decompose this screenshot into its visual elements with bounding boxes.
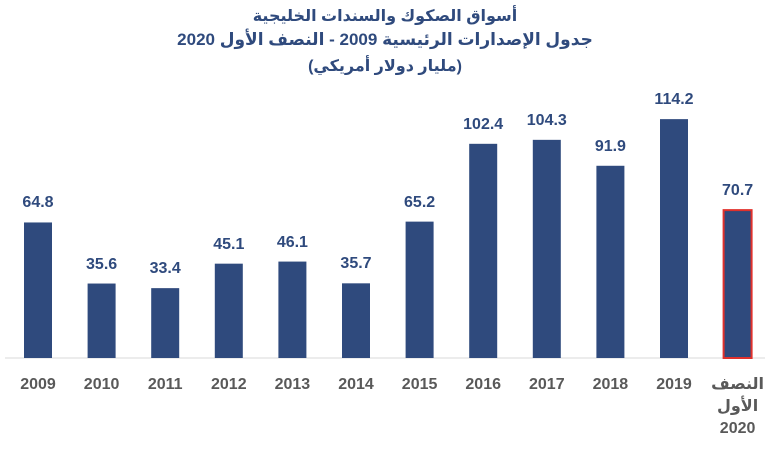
value-label: 35.6 bbox=[86, 255, 118, 273]
x-tick-label: 2019 bbox=[656, 376, 692, 393]
bar bbox=[469, 143, 498, 358]
value-label: 114.2 bbox=[654, 91, 694, 109]
bar bbox=[24, 222, 52, 358]
x-tick-label: النصف الأول 2020 bbox=[711, 376, 765, 437]
value-label: 104.3 bbox=[526, 111, 567, 129]
bar bbox=[151, 288, 180, 358]
x-tick-label: 2009 bbox=[20, 376, 56, 393]
bar bbox=[532, 139, 561, 358]
value-label: 33.4 bbox=[149, 260, 181, 278]
unit-label: (مليار دولار أمريكي) bbox=[308, 58, 462, 75]
bar bbox=[87, 283, 116, 358]
value-label: 91.9 bbox=[594, 137, 626, 155]
x-tick-label: 2010 bbox=[83, 376, 120, 393]
x-tick-label: 2014 bbox=[338, 376, 374, 393]
x-tick-label: 2018 bbox=[592, 376, 629, 393]
x-tick-label: 2012 bbox=[211, 376, 247, 393]
value-label: 35.7 bbox=[340, 255, 372, 273]
value-label: 46.1 bbox=[276, 233, 308, 251]
value-label: 70.7 bbox=[722, 182, 754, 200]
bar bbox=[660, 119, 688, 358]
chart-subtitle: جدول الإصدارات الرئيسية 2009 - النصف الأ… bbox=[177, 30, 593, 49]
value-label: 65.2 bbox=[404, 193, 436, 211]
bar bbox=[405, 221, 434, 358]
value-label: 64.8 bbox=[22, 194, 54, 212]
x-tick-label: 2017 bbox=[529, 376, 565, 393]
x-tick-label: 2013 bbox=[274, 376, 311, 393]
bar bbox=[342, 283, 370, 358]
chart-title: أسواق الصكوك والسندات الخليجية bbox=[252, 8, 518, 25]
x-tick-label: 2016 bbox=[465, 376, 501, 393]
value-label: 102.4 bbox=[463, 115, 504, 133]
bar bbox=[278, 261, 307, 358]
x-tick-label: 2015 bbox=[401, 376, 438, 393]
bar bbox=[214, 263, 243, 358]
bar bbox=[596, 165, 625, 358]
x-tick-label: 2011 bbox=[147, 376, 183, 393]
bar bbox=[722, 209, 753, 359]
value-label: 45.1 bbox=[213, 235, 245, 253]
